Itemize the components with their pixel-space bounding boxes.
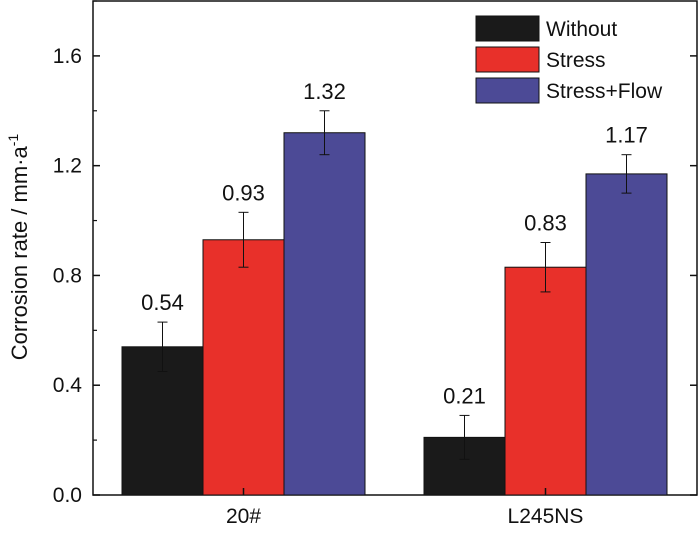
data-label: 1.32 [303,79,346,104]
x-tick-label: 20# [226,505,261,528]
bar-stress-1 [504,266,587,496]
y-tick-label: 1.6 [53,45,82,68]
y-tick-label: 0.8 [53,264,82,287]
data-label: 1.17 [605,123,648,148]
data-label: 0.21 [443,383,486,408]
legend-label: Stress [546,49,606,72]
y-axis-title: Corrosion rate / mm·a-1 [5,134,32,361]
bar-stress-flow-0 [283,132,366,496]
data-label: 0.83 [524,211,567,236]
legend-swatch [475,46,540,73]
legend-label: Without [546,18,617,41]
legend: Without Stress Stress+Flow [475,15,663,104]
bar-stress-0 [202,239,285,496]
legend-swatch [475,15,540,42]
plot-frame [92,0,698,496]
y-tick-label: 0.0 [53,484,82,507]
bar-stress-flow-1 [585,173,668,496]
data-label: 0.54 [141,290,184,315]
legend-label: Stress+Flow [546,80,663,103]
y-tick-label: 1.2 [53,155,82,178]
data-label: 0.93 [222,180,265,205]
legend-swatch [475,77,540,104]
y-tick-label: 0.4 [53,374,83,397]
x-tick-label: L245NS [508,505,584,528]
